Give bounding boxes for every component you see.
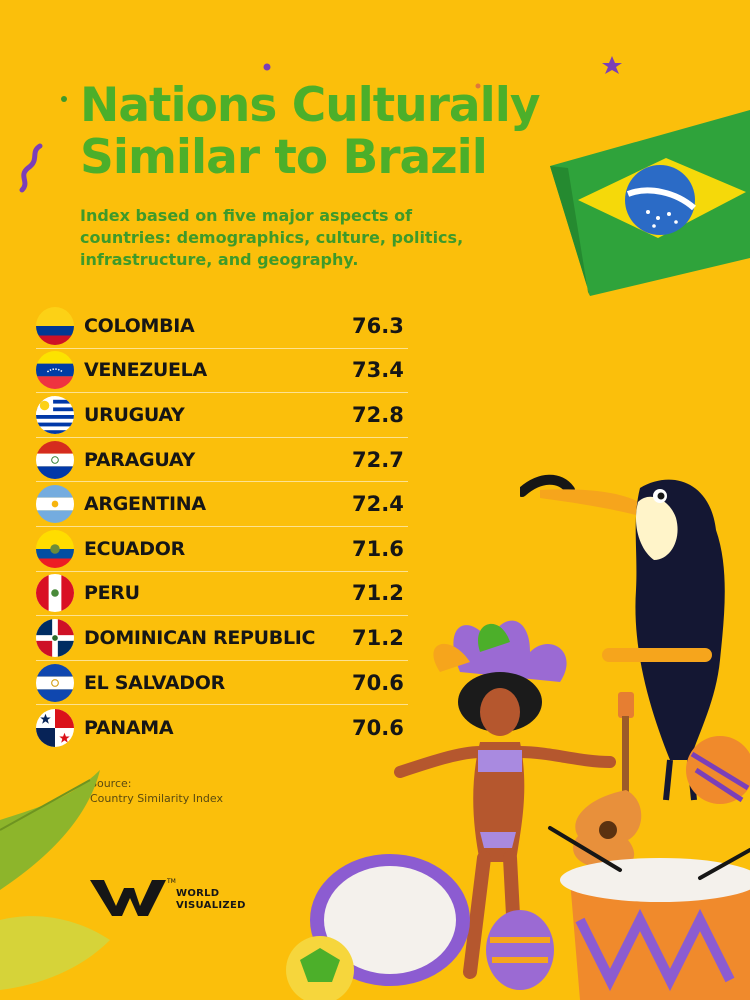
brand-line-1: WORLD xyxy=(176,888,220,899)
toucan-illustration xyxy=(520,474,750,804)
confetti-dot xyxy=(475,83,481,89)
country-name: ECUADOR xyxy=(84,537,185,560)
country-name: PARAGUAY xyxy=(84,448,195,471)
ecuador-flag-icon xyxy=(36,529,74,568)
peru-flag-icon xyxy=(36,574,74,613)
ribbon-decoration xyxy=(19,143,43,193)
similarity-score: 76.3 xyxy=(352,313,404,338)
similarity-score: 71.2 xyxy=(352,581,404,606)
table-row: VENEZUELA 73.4 xyxy=(36,349,408,394)
table-row: URUGUAY 72.8 xyxy=(36,393,408,438)
confetti-decoration xyxy=(19,56,622,193)
confetti-dot xyxy=(263,63,271,71)
similarity-score: 72.7 xyxy=(352,447,404,472)
venezuela-flag-icon xyxy=(36,351,74,390)
similarity-score: 72.8 xyxy=(352,402,404,427)
table-row: ARGENTINA 72.4 xyxy=(36,482,408,527)
similarity-score: 72.4 xyxy=(352,492,404,517)
country-name: DOMINICAN REPUBLIC xyxy=(84,626,316,649)
brand-name: WORLD VISUALIZED xyxy=(176,888,246,912)
source-note: Source: Country Similarity Index xyxy=(90,776,223,806)
country-name: VENEZUELA xyxy=(84,359,207,382)
country-name: URUGUAY xyxy=(84,403,185,426)
confetti-dot xyxy=(61,96,67,102)
country-name: COLOMBIA xyxy=(84,314,195,337)
el-salvador-flag-icon xyxy=(36,663,74,702)
similarity-score: 70.6 xyxy=(352,715,404,740)
source-label: Source: xyxy=(90,777,132,790)
table-row: PARAGUAY 72.7 xyxy=(36,438,408,483)
logo-trademark: TM xyxy=(166,878,176,885)
dancer-illustration xyxy=(394,620,616,979)
similarity-score: 71.2 xyxy=(352,625,404,650)
paraguay-flag-icon xyxy=(36,440,74,479)
brand-line-2: VISUALIZED xyxy=(176,900,246,911)
country-name: ARGENTINA xyxy=(84,493,206,516)
table-row: DOMINICAN REPUBLIC 71.2 xyxy=(36,616,408,661)
argentina-flag-icon xyxy=(36,485,74,524)
similarity-score: 73.4 xyxy=(352,358,404,383)
title-line-1: Nations Culturally xyxy=(80,78,540,133)
brazil-flag-illustration xyxy=(550,110,750,296)
palm-leaf-illustration xyxy=(0,770,110,990)
table-row: COLOMBIA 76.3 xyxy=(36,304,408,349)
ranking-table: COLOMBIA 76.3 VENEZUELA 73.4 URUGUAY 72.8 PARA… xyxy=(36,304,408,750)
country-name: EL SALVADOR xyxy=(84,671,225,694)
table-row: PANAMA 70.6 xyxy=(36,705,408,750)
panama-flag-icon xyxy=(36,708,74,747)
page-subtitle: Index based on five major aspects of cou… xyxy=(80,206,464,269)
dominican-republic-flag-icon xyxy=(36,618,74,657)
country-name: PERU xyxy=(84,582,140,605)
world-visualized-logo: TM xyxy=(90,878,176,916)
colombia-flag-icon xyxy=(36,306,74,345)
uruguay-flag-icon xyxy=(36,395,74,434)
page-title: Nations Culturally Similar to Brazil xyxy=(80,80,600,184)
source-text: Country Similarity Index xyxy=(90,792,223,805)
table-row: PERU 71.2 xyxy=(36,572,408,617)
guitar-illustration xyxy=(573,692,642,869)
table-row: EL SALVADOR 70.6 xyxy=(36,661,408,706)
title-line-2: Similar to Brazil xyxy=(80,130,488,185)
star-icon xyxy=(602,56,622,74)
similarity-score: 70.6 xyxy=(352,670,404,695)
drums-illustration xyxy=(286,826,750,1000)
country-name: PANAMA xyxy=(84,716,174,739)
similarity-score: 71.6 xyxy=(352,536,404,561)
table-row: ECUADOR 71.6 xyxy=(36,527,408,572)
